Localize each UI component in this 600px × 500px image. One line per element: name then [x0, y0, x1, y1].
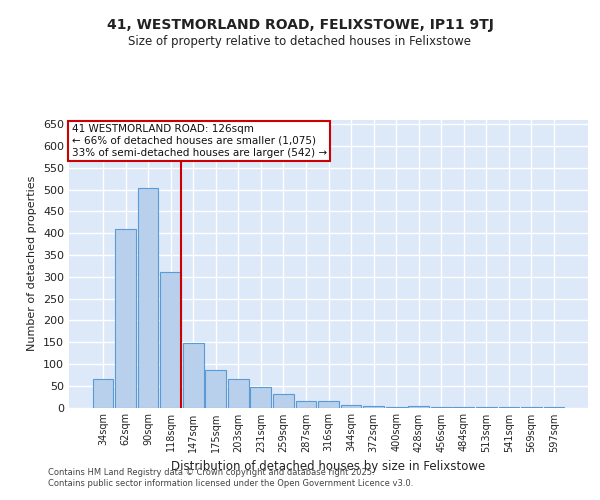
- Text: Size of property relative to detached houses in Felixstowe: Size of property relative to detached ho…: [128, 35, 472, 48]
- Bar: [115, 229, 136, 408]
- Bar: [341, 406, 361, 407]
- Bar: [409, 406, 429, 407]
- Y-axis label: Number of detached properties: Number of detached properties: [28, 176, 37, 352]
- Bar: [250, 386, 271, 407]
- Bar: [363, 406, 384, 407]
- Bar: [228, 379, 248, 408]
- Bar: [137, 188, 158, 408]
- Bar: [273, 394, 294, 407]
- Bar: [92, 379, 113, 408]
- Text: Contains HM Land Registry data © Crown copyright and database right 2025.
Contai: Contains HM Land Registry data © Crown c…: [48, 468, 413, 487]
- Bar: [296, 401, 316, 407]
- Text: 41, WESTMORLAND ROAD, FELIXSTOWE, IP11 9TJ: 41, WESTMORLAND ROAD, FELIXSTOWE, IP11 9…: [107, 18, 493, 32]
- Bar: [183, 343, 203, 407]
- Bar: [160, 272, 181, 407]
- X-axis label: Distribution of detached houses by size in Felixstowe: Distribution of detached houses by size …: [172, 460, 485, 473]
- Bar: [205, 370, 226, 408]
- Text: 41 WESTMORLAND ROAD: 126sqm
← 66% of detached houses are smaller (1,075)
33% of : 41 WESTMORLAND ROAD: 126sqm ← 66% of det…: [71, 124, 327, 158]
- Bar: [318, 401, 339, 407]
